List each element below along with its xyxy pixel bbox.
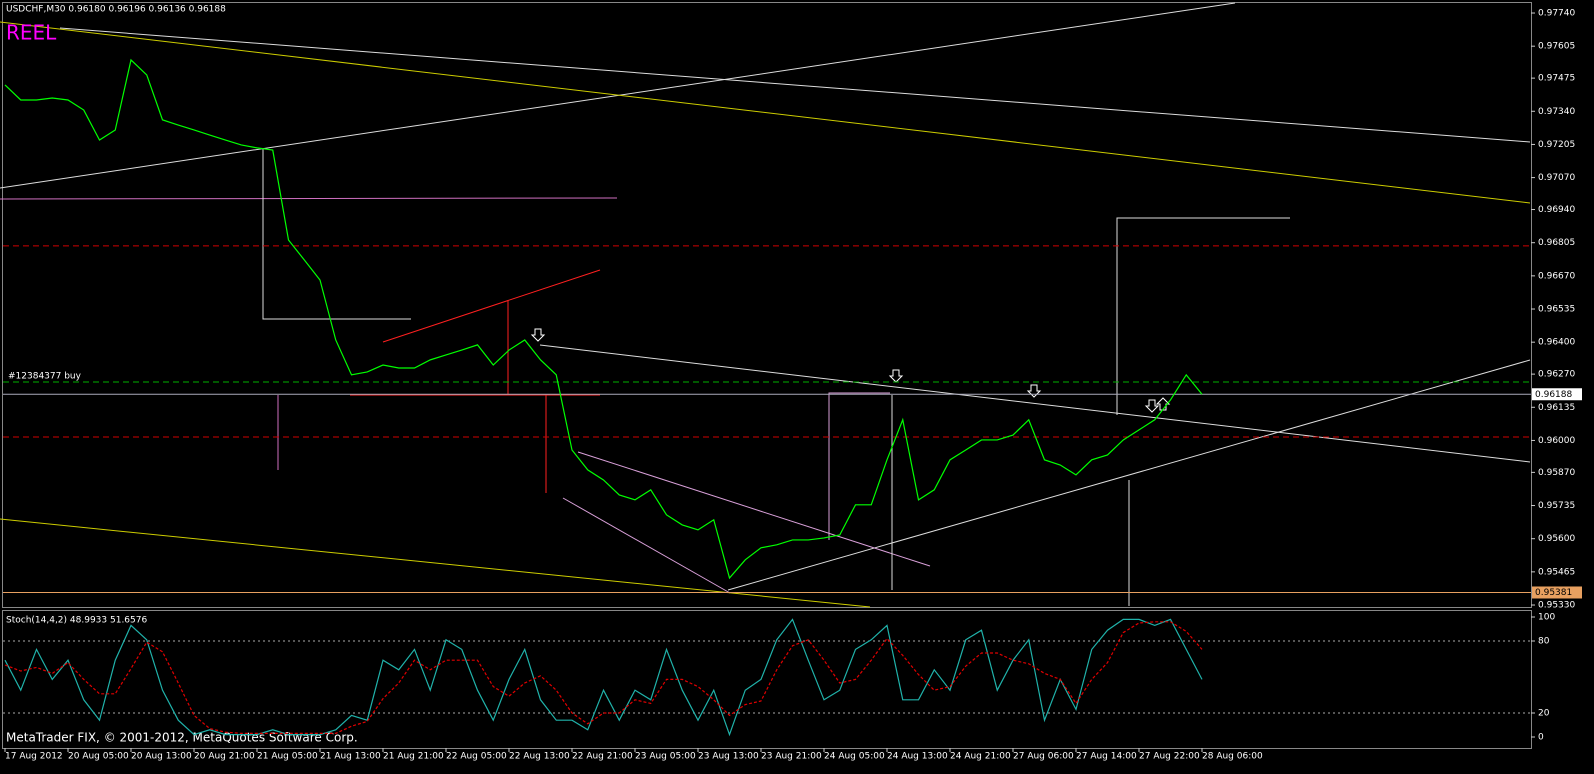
- trend-line: [727, 359, 1531, 591]
- y-tick-label: 0.97740: [1538, 9, 1575, 19]
- x-tick-label: 28 Aug 06:00: [1202, 752, 1263, 762]
- footer: MetaTrader FIX, © 2001-2012, MetaQuotes …: [6, 731, 358, 745]
- y-tick-label: 100: [1538, 613, 1555, 623]
- series-line: [4, 58, 1203, 580]
- x-tick-label: 24 Aug 13:00: [887, 752, 948, 762]
- bid-box: [1532, 388, 1582, 401]
- y-tick-label: 0.97605: [1538, 42, 1575, 52]
- x-tick-label: 21 Aug 05:00: [257, 752, 318, 762]
- arrow: [1144, 399, 1160, 413]
- arrow: [1155, 397, 1171, 411]
- x-tick-label: 23 Aug 05:00: [635, 752, 696, 762]
- order-label: #12384377 buy: [8, 371, 82, 381]
- low-label: 0.95381: [1535, 588, 1572, 598]
- x-tick-label: 22 Aug 05:00: [446, 752, 507, 762]
- bid-label: 0.96188: [1535, 390, 1572, 400]
- trend-line: [0, 21, 1531, 204]
- y-tick-label: 0: [1538, 733, 1544, 743]
- y-tick-label: 0.96000: [1538, 436, 1575, 446]
- y-tick-label: 0.96805: [1538, 238, 1575, 248]
- x-tick-label: 17 Aug 2012: [5, 752, 63, 762]
- y-tick-label: 0.95600: [1538, 534, 1575, 544]
- y-tick-label: 0.95330: [1538, 601, 1575, 611]
- stoch-title: Stoch(14,4,2) 48.9933 51.6576: [6, 616, 147, 626]
- series-line: [4, 618, 1203, 737]
- x-tick-label: 22 Aug 21:00: [572, 752, 633, 762]
- x-tick-label: 24 Aug 05:00: [824, 752, 885, 762]
- y-tick-label: 0.95870: [1538, 468, 1575, 478]
- arrow: [888, 369, 904, 383]
- channel-line: [577, 451, 931, 567]
- channel-line: [562, 497, 731, 594]
- x-tick-label: 22 Aug 13:00: [509, 752, 570, 762]
- arrow: [530, 328, 546, 342]
- y-tick-label: 0.95735: [1538, 501, 1575, 511]
- bracket: [262, 148, 411, 320]
- low-box: [1532, 586, 1582, 599]
- y-tick-label: 80: [1538, 637, 1550, 647]
- series-line: [4, 621, 1203, 735]
- drawings: [0, 2, 1531, 608]
- y-tick-label: 20: [1538, 709, 1550, 719]
- x-tick-label: 24 Aug 21:00: [950, 752, 1011, 762]
- indicator-label: REEL: [6, 21, 57, 45]
- level-line: [0, 197, 618, 200]
- y-tick-label: 0.96670: [1538, 271, 1575, 281]
- y-tick-label: 0.96940: [1538, 205, 1575, 215]
- y-tick-label: 0.97475: [1538, 74, 1575, 84]
- y-tick-label: 0.96270: [1538, 370, 1575, 380]
- x-tick-label: 23 Aug 13:00: [698, 752, 759, 762]
- symbol-line: USDCHF,M30 0.96180 0.96196 0.96136 0.961…: [6, 5, 226, 15]
- x-tick-label: 21 Aug 13:00: [320, 752, 381, 762]
- x-tick-label: 20 Aug 13:00: [131, 752, 192, 762]
- bracket: [1116, 217, 1290, 415]
- x-tick-label: 20 Aug 05:00: [68, 752, 129, 762]
- x-tick-label: 21 Aug 21:00: [383, 752, 444, 762]
- y-tick-label: 0.96535: [1538, 305, 1575, 315]
- trend-line: [382, 269, 601, 343]
- x-tick-label: 27 Aug 22:00: [1139, 752, 1200, 762]
- bracket: [828, 392, 890, 540]
- trend-line: [539, 344, 1531, 463]
- y-tick-label: 0.97340: [1538, 107, 1575, 117]
- y-tick-label: 0.96135: [1538, 403, 1575, 413]
- x-tick-label: 20 Aug 21:00: [194, 752, 255, 762]
- y-tick-label: 0.97205: [1538, 140, 1575, 150]
- y-tick-label: 0.97070: [1538, 173, 1575, 183]
- x-tick-label: 27 Aug 06:00: [1013, 752, 1074, 762]
- x-tick-label: 23 Aug 21:00: [761, 752, 822, 762]
- y-tick-label: 0.95465: [1538, 567, 1575, 577]
- x-tick-label: 27 Aug 14:00: [1076, 752, 1137, 762]
- trend-line: [59, 27, 1531, 143]
- main-panel: [2, 2, 1532, 608]
- y-tick-label: 0.96400: [1538, 338, 1575, 348]
- stoch-panel: [2, 610, 1532, 749]
